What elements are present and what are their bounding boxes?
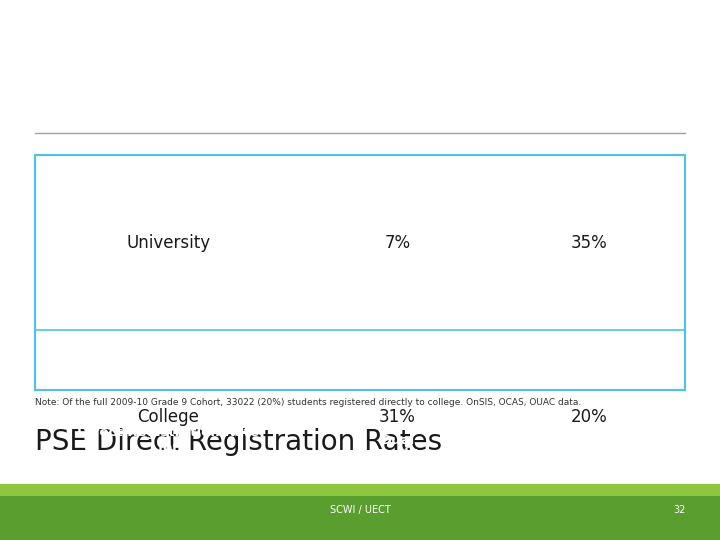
Text: Direct Registration Rate
for
2009-10 Cohort: Direct Registration Rate for 2009-10 Coh…: [77, 426, 259, 469]
Text: 32: 32: [674, 505, 686, 515]
Bar: [35, 330, 685, 505]
Bar: [0, 496, 720, 540]
Bar: [35, 155, 685, 330]
Bar: [35, 155, 685, 390]
Text: College: College: [138, 408, 199, 427]
Text: SCWI / UECT: SCWI / UECT: [330, 505, 390, 515]
Text: Dual
Credit: Dual Credit: [374, 434, 420, 462]
Bar: [0, 484, 720, 496]
Text: Note: Of the full 2009-10 Grade 9 Cohort, 33022 (20%) students registered direct: Note: Of the full 2009-10 Grade 9 Cohort…: [35, 398, 581, 407]
Text: PSE Direct Registration Rates: PSE Direct Registration Rates: [35, 428, 442, 456]
Bar: [35, 390, 685, 505]
Text: 7%: 7%: [384, 233, 410, 252]
Text: University: University: [126, 233, 210, 252]
Text: Non-Dual
Credit: Non-Dual Credit: [554, 434, 624, 462]
Text: 35%: 35%: [571, 233, 608, 252]
Text: 31%: 31%: [379, 408, 416, 427]
Text: 20%: 20%: [571, 408, 608, 427]
